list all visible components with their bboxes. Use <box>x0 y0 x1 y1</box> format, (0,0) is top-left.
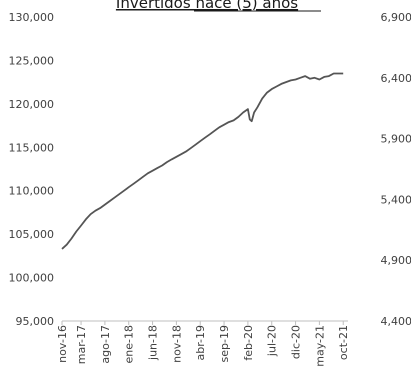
x-tick-label: sep-19 <box>218 325 231 362</box>
x-tick-label: oct-21 <box>337 325 350 360</box>
series-line <box>61 72 344 250</box>
right-y-axis: 4,400 4,900 5,400 5,900 6,400 6,900 <box>381 11 411 328</box>
right-tick-label: 4,400 <box>381 315 411 328</box>
right-tick-label: 4,900 <box>381 254 411 267</box>
right-tick-label: 5,400 <box>381 193 411 206</box>
x-tick-label: dic-20 <box>290 325 303 359</box>
left-tick-label: 130,000 <box>9 11 55 24</box>
left-tick-label: 100,000 <box>9 272 55 285</box>
x-tick-label: jul-20 <box>266 325 279 357</box>
x-tick-label: ene-18 <box>123 325 136 363</box>
left-y-axis: 95,000 100,000 105,000 110,000 115,000 120,00… <box>9 11 55 328</box>
plot-area <box>61 72 344 250</box>
x-tick-label: nov-16 <box>56 325 69 363</box>
x-tick-label: may-21 <box>313 325 326 367</box>
x-tick-label: abr-19 <box>194 325 207 361</box>
left-tick-label: 105,000 <box>9 228 55 241</box>
x-tick-label: feb-20 <box>242 325 255 361</box>
right-tick-label: 6,400 <box>381 72 411 85</box>
left-tick-label: 95,000 <box>16 315 55 328</box>
chart-title: Invertidos hace (5) años <box>116 0 298 12</box>
left-tick-label: 125,000 <box>9 54 55 67</box>
left-tick-label: 110,000 <box>9 185 55 198</box>
x-tick-label: jun-18 <box>147 325 160 361</box>
left-tick-label: 120,000 <box>9 98 55 111</box>
right-tick-label: 5,900 <box>381 133 411 146</box>
x-tick-label: mar-17 <box>75 325 88 364</box>
right-tick-label: 6,900 <box>381 11 411 24</box>
x-tick-label: nov-18 <box>170 325 183 363</box>
x-axis: nov-16 mar-17 ago-17 ene-18 jun-18 nov-18 abr-… <box>56 320 350 367</box>
left-tick-label: 115,000 <box>9 141 55 154</box>
x-tick-label: ago-17 <box>99 325 112 364</box>
